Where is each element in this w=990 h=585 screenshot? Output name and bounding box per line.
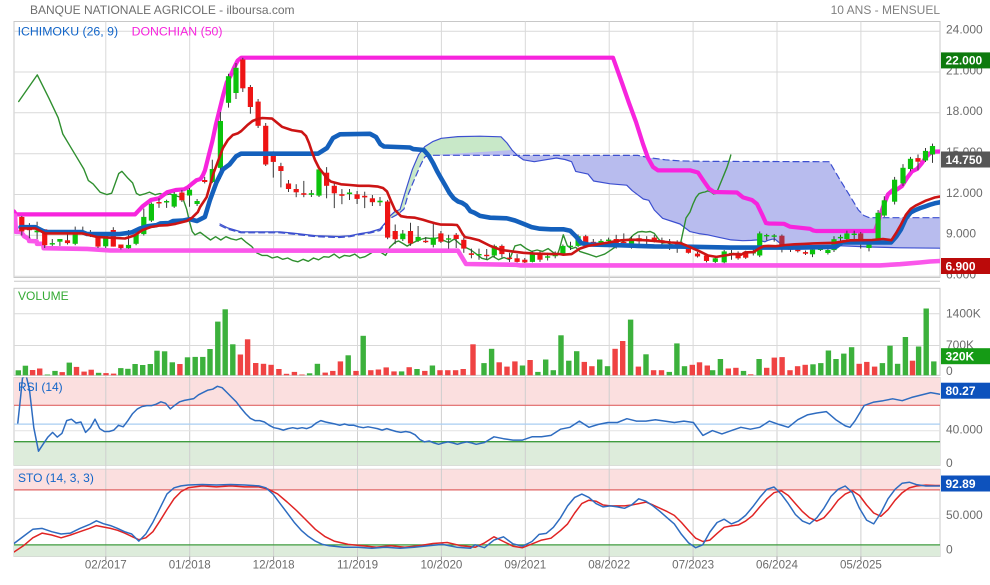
svg-text:40.000: 40.000 [946,423,983,437]
svg-text:24.000: 24.000 [946,23,983,37]
svg-text:BANQUE NATIONALE AGRICOLE - il: BANQUE NATIONALE AGRICOLE - ilboursa.com [30,3,295,17]
svg-text:11/2019: 11/2019 [337,559,378,572]
svg-text:10/2020: 10/2020 [420,559,462,572]
svg-text:DONCHIAN (50): DONCHIAN (50) [132,25,223,39]
svg-text:RSI (14): RSI (14) [18,380,63,394]
svg-text:92.89: 92.89 [946,477,976,491]
svg-text:02/2017: 02/2017 [85,559,127,572]
svg-text:12.000: 12.000 [946,186,983,200]
svg-text:ICHIMOKU (26, 9): ICHIMOKU (26, 9) [18,25,118,39]
svg-text:22.000: 22.000 [946,54,983,68]
svg-text:9.000: 9.000 [946,227,976,241]
svg-text:VOLUME: VOLUME [18,289,69,303]
svg-text:6.900: 6.900 [946,259,976,273]
svg-text:50.000: 50.000 [946,508,983,522]
svg-text:0: 0 [946,364,953,378]
svg-text:0: 0 [946,456,953,470]
svg-text:05/2025: 05/2025 [840,559,882,572]
svg-text:10 ANS - MENSUEL: 10 ANS - MENSUEL [831,3,941,17]
svg-text:1400K: 1400K [946,307,981,321]
svg-text:18.000: 18.000 [946,104,983,118]
svg-text:07/2023: 07/2023 [672,559,714,572]
svg-text:STO (14, 3, 3): STO (14, 3, 3) [18,471,94,485]
svg-text:08/2022: 08/2022 [588,559,630,572]
svg-text:80.27: 80.27 [946,384,976,398]
svg-text:01/2018: 01/2018 [169,559,211,572]
svg-text:06/2024: 06/2024 [756,559,798,572]
svg-text:0: 0 [946,543,953,557]
svg-text:320K: 320K [946,350,975,364]
svg-text:14.750: 14.750 [946,153,983,167]
svg-text:09/2021: 09/2021 [504,559,546,572]
svg-text:12/2018: 12/2018 [253,559,295,572]
